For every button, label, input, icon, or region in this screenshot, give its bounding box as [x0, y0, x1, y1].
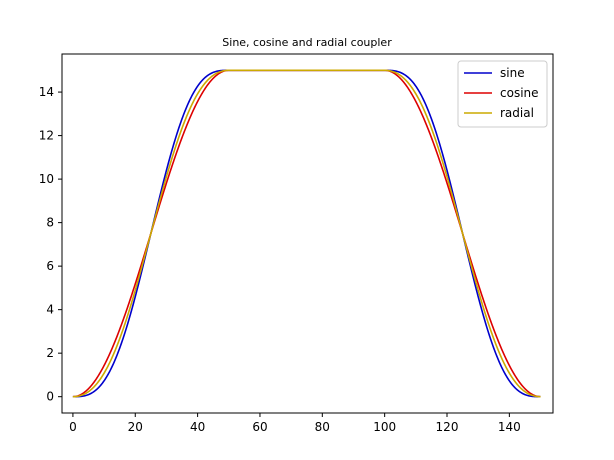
legend-label-cosine: cosine	[500, 86, 539, 100]
x-tick-label: 20	[128, 420, 143, 434]
legend-label-radial: radial	[500, 106, 534, 120]
y-tick-label: 12	[39, 129, 54, 143]
y-tick-label: 10	[39, 172, 54, 186]
legend-box	[457, 60, 548, 128]
y-tick-label: 4	[46, 303, 54, 317]
y-tick-label: 0	[46, 390, 54, 404]
x-tick-label: 0	[69, 420, 77, 434]
x-tick-label: 80	[315, 420, 330, 434]
plot-area	[72, 69, 541, 398]
x-tick-label: 40	[190, 420, 205, 434]
x-tick-label: 140	[498, 420, 521, 434]
axes: 0 20 40 60 80 100 120 140 0 2 4 6 8 10 12 14	[39, 53, 554, 434]
x-tick-label: 100	[373, 420, 396, 434]
series-line-radial	[72, 69, 541, 398]
y-tick-label: 6	[46, 259, 54, 273]
legend-label-sine: sine	[500, 66, 525, 80]
x-tick-label: 60	[252, 420, 267, 434]
x-tick-label: 120	[436, 420, 459, 434]
y-tick-label: 8	[46, 216, 54, 230]
y-tick-label: 2	[46, 346, 54, 360]
y-tick-label: 14	[39, 85, 54, 99]
axes-frame	[61, 53, 554, 414]
legend: sine cosine radial	[457, 60, 548, 128]
chart-title: Sine, cosine and radial coupler	[222, 36, 392, 49]
